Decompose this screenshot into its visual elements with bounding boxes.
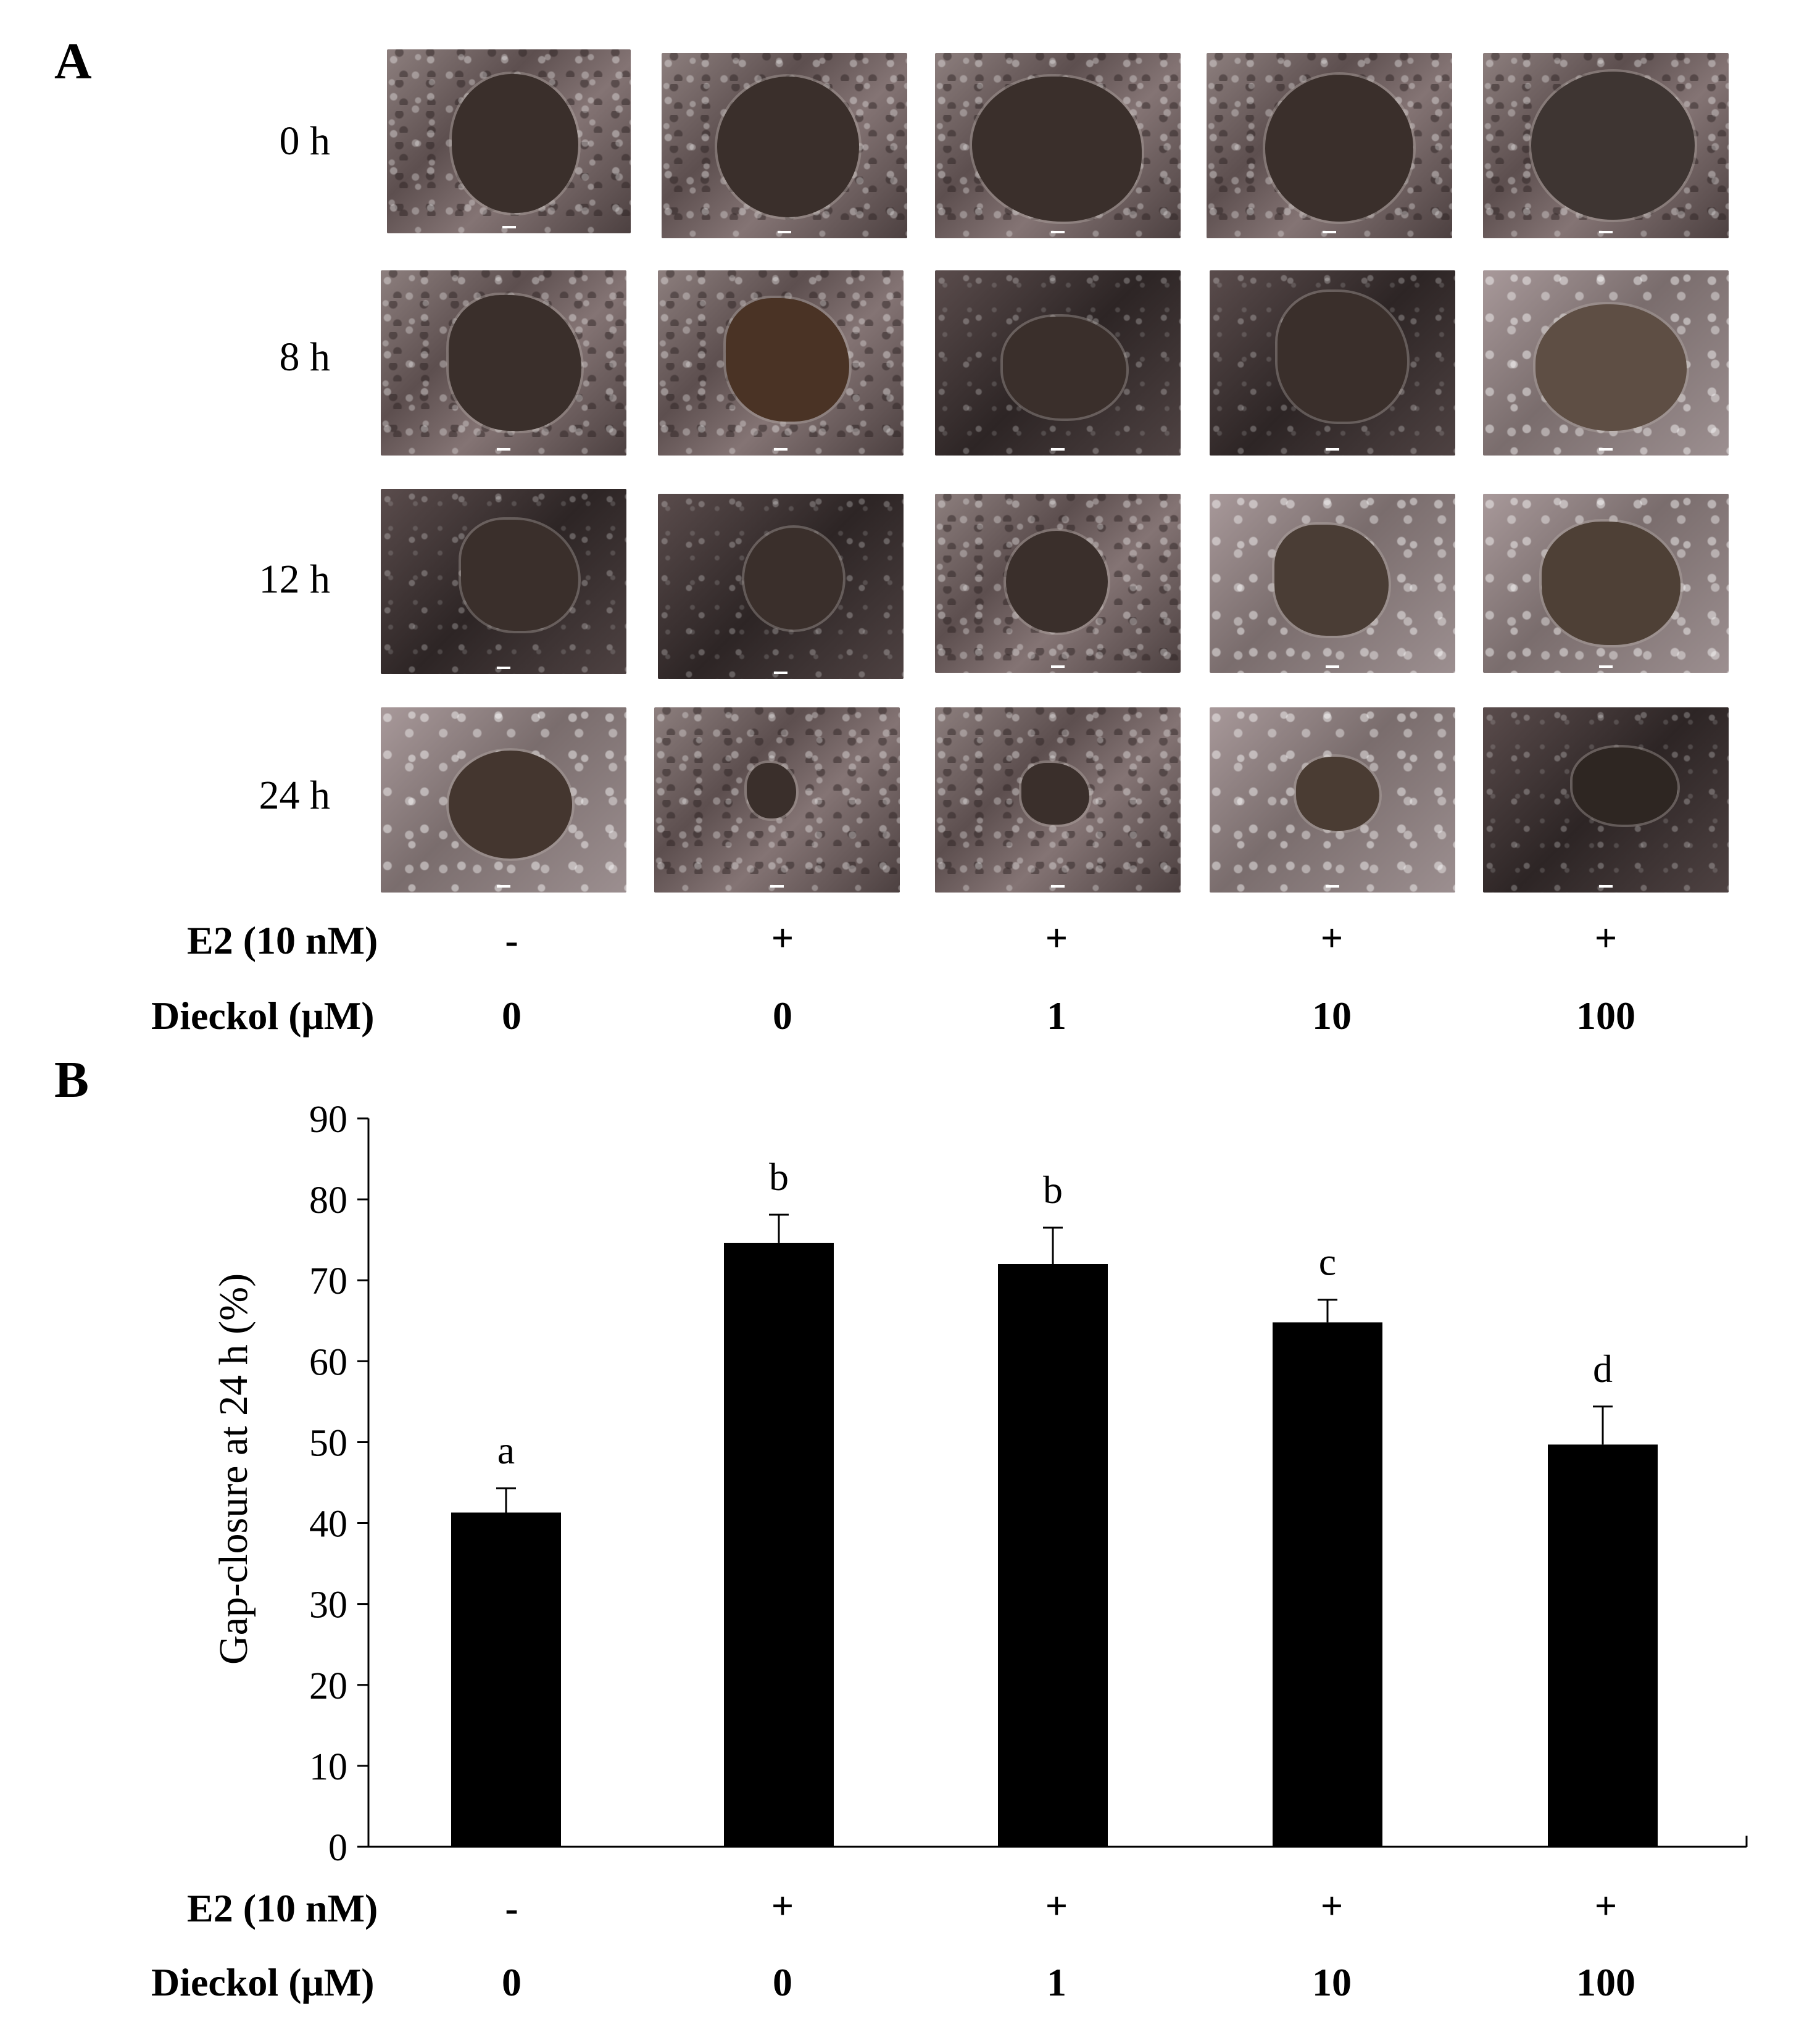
e2-value-a-1: -	[505, 918, 518, 962]
y-tick-label: 40	[309, 1504, 347, 1546]
micrograph-12h-condition-3	[935, 494, 1181, 673]
micrograph-12h-condition-2	[658, 494, 904, 679]
dieckol-value-b-2: 0	[773, 1960, 792, 2004]
micrograph-24h-condition-4	[1210, 707, 1455, 893]
time-label-12h: 12 h	[259, 557, 331, 602]
time-label-0h: 0 h	[279, 119, 331, 164]
micrograph-12h-condition-1	[381, 489, 626, 674]
dieckol-value-a-3: 1	[1047, 994, 1066, 1038]
e2-value-a-3: +	[1045, 916, 1068, 960]
dieckol-value-b-3: 1	[1047, 1960, 1066, 2004]
dieckol-value-a-5: 100	[1576, 994, 1635, 1038]
bar	[451, 1512, 561, 1847]
bar	[724, 1242, 834, 1847]
micrograph-0h-condition-5	[1483, 53, 1729, 238]
significance-letter: b	[769, 1155, 789, 1199]
dieckol-value-b-1: 0	[502, 1960, 521, 2004]
significance-letter: b	[1043, 1168, 1063, 1212]
micrograph-24h-condition-1	[381, 707, 626, 893]
micrograph-0h-condition-1	[387, 49, 631, 233]
y-tick-label: 0	[328, 1827, 347, 1869]
micrograph-8h-condition-3	[935, 270, 1181, 456]
y-tick-label: 50	[309, 1422, 347, 1464]
e2-value-a-2: +	[771, 916, 794, 960]
micrograph-24h-condition-5	[1483, 707, 1729, 893]
dieckol-value-a-4: 10	[1312, 994, 1352, 1038]
e2-value-b-1: -	[505, 1886, 518, 1930]
y-tick-label: 30	[309, 1584, 347, 1626]
micrograph-0h-condition-2	[662, 53, 907, 238]
panel-a-letter: A	[54, 33, 92, 90]
micrograph-8h-condition-2	[658, 270, 904, 456]
bars: a b b c d	[451, 1155, 1658, 1847]
bar	[998, 1264, 1108, 1847]
dieckol-value-a-1: 0	[502, 994, 521, 1038]
micrograph-24h-condition-3	[935, 707, 1181, 893]
y-axis-label: Gap-closure at 24 h (%)	[211, 1273, 256, 1665]
panel-b-letter: B	[54, 1051, 89, 1109]
e2-value-b-5: +	[1594, 1884, 1618, 1928]
dieckol-value-b-4: 10	[1312, 1960, 1352, 2004]
e2-value-a-4: +	[1320, 916, 1344, 960]
micrograph-0h-condition-4	[1207, 53, 1452, 238]
e2-value-a-5: +	[1594, 916, 1618, 960]
dieckol-label-a: Dieckol (μM)	[151, 994, 375, 1038]
y-tick-label: 60	[309, 1341, 347, 1383]
dieckol-value-a-2: 0	[773, 994, 792, 1038]
y-tick-label: 90	[309, 1099, 347, 1141]
y-tick-label: 20	[309, 1665, 347, 1707]
e2-value-b-2: +	[771, 1884, 794, 1928]
micrograph-8h-condition-4	[1210, 270, 1455, 456]
dieckol-value-b-5: 100	[1576, 1960, 1635, 2004]
significance-letter: c	[1319, 1240, 1336, 1284]
e2-label-b: E2 (10 nM)	[187, 1886, 378, 1930]
micrograph-8h-condition-5	[1483, 270, 1729, 456]
micrograph-8h-condition-1	[381, 270, 626, 456]
bar	[1548, 1444, 1658, 1847]
e2-value-b-3: +	[1045, 1884, 1068, 1928]
micrograph-0h-condition-3	[935, 53, 1181, 238]
e2-label-a: E2 (10 nM)	[187, 918, 378, 962]
micrograph-12h-condition-5	[1483, 494, 1729, 673]
time-label-8h: 8 h	[279, 335, 331, 380]
micrograph-12h-condition-4	[1210, 494, 1455, 673]
e2-value-b-4: +	[1320, 1884, 1344, 1928]
dieckol-label-b: Dieckol (μM)	[151, 1960, 375, 2004]
y-tick-label: 80	[309, 1180, 347, 1222]
significance-letter: a	[497, 1428, 515, 1472]
micrograph-24h-condition-2	[654, 707, 900, 893]
bar	[1273, 1322, 1382, 1847]
significance-letter: d	[1593, 1347, 1613, 1391]
time-label-24h: 24 h	[259, 773, 331, 818]
y-tick-label: 10	[309, 1746, 347, 1788]
y-tick-label: 70	[309, 1260, 347, 1302]
